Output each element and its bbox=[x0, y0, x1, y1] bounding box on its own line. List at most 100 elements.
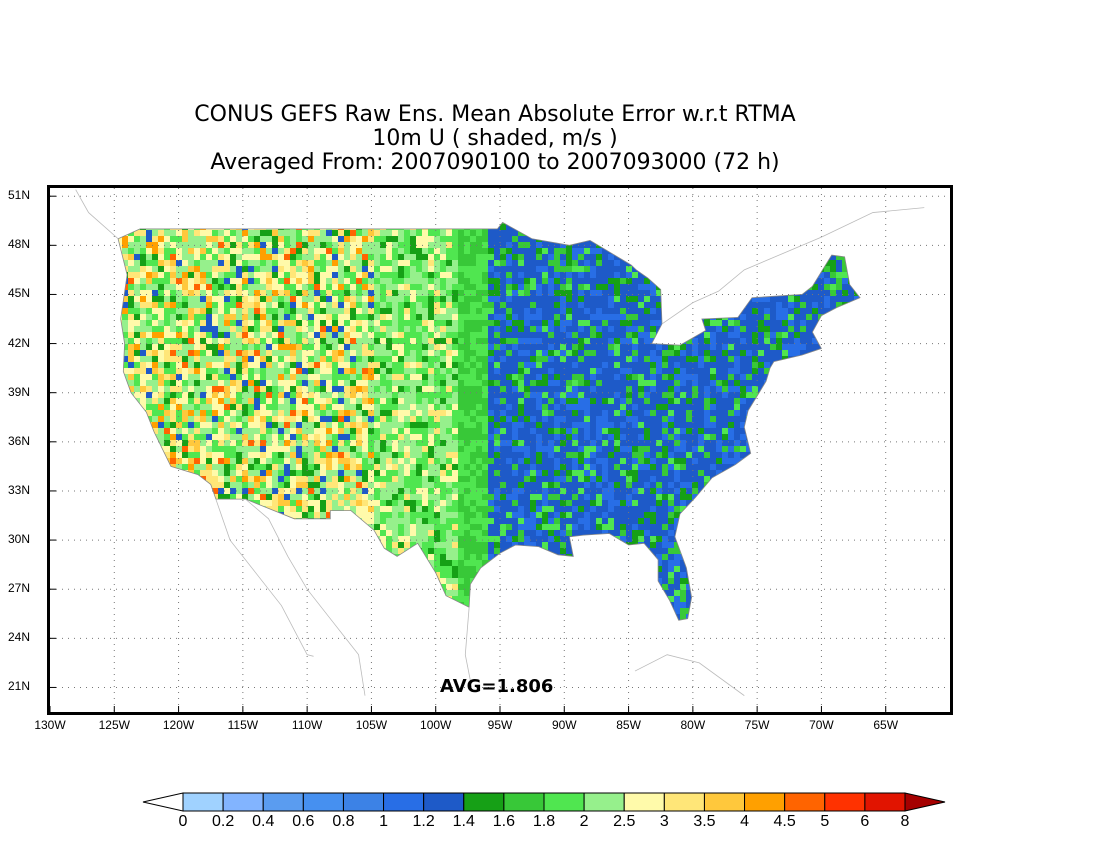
field-cell bbox=[266, 188, 272, 194]
field-cell bbox=[308, 254, 314, 260]
field-cell bbox=[380, 686, 386, 692]
field-cell bbox=[122, 620, 128, 621]
field-cell bbox=[278, 398, 284, 404]
field-cell bbox=[110, 590, 116, 596]
field-cell bbox=[254, 602, 260, 608]
field-cell bbox=[164, 302, 170, 308]
field-cell bbox=[278, 662, 284, 668]
field-cell bbox=[128, 500, 134, 506]
field-cell bbox=[206, 686, 212, 692]
field-cell bbox=[374, 326, 380, 332]
field-cell bbox=[374, 296, 380, 302]
field-cell bbox=[290, 698, 296, 704]
field-cell bbox=[188, 668, 194, 674]
field-cell bbox=[356, 374, 362, 380]
field-cell bbox=[290, 470, 296, 476]
field-cell bbox=[218, 440, 224, 446]
field-cell bbox=[146, 452, 152, 458]
field-cell bbox=[380, 668, 386, 674]
field-cell bbox=[266, 662, 272, 668]
field-cell bbox=[164, 188, 170, 194]
field-cell bbox=[248, 686, 254, 692]
field-cell bbox=[164, 662, 170, 668]
field-cell bbox=[350, 452, 356, 458]
field-cell bbox=[362, 698, 368, 704]
field-cell bbox=[110, 254, 116, 260]
field-cell bbox=[146, 326, 152, 332]
field-cell bbox=[68, 206, 74, 212]
field-cell bbox=[152, 710, 158, 716]
field-cell bbox=[56, 314, 62, 320]
field-cell bbox=[290, 458, 296, 464]
field-cell bbox=[194, 314, 200, 320]
field-cell bbox=[362, 332, 368, 338]
field-cell bbox=[104, 356, 110, 362]
field-cell bbox=[344, 680, 350, 686]
field-cell bbox=[326, 386, 332, 392]
field-cell bbox=[152, 332, 158, 338]
field-cell bbox=[62, 422, 68, 428]
field-cell bbox=[272, 698, 278, 704]
field-cell bbox=[164, 674, 170, 680]
field-cell bbox=[212, 446, 218, 452]
field-cell bbox=[158, 620, 164, 621]
field-cell bbox=[104, 302, 110, 308]
field-cell bbox=[314, 206, 320, 212]
field-cell bbox=[176, 326, 182, 332]
field-cell bbox=[188, 620, 194, 621]
field-cell bbox=[308, 440, 314, 446]
field-cell bbox=[356, 248, 362, 254]
field-cell bbox=[164, 386, 170, 392]
field-cell bbox=[248, 278, 254, 284]
field-cell bbox=[218, 392, 224, 398]
field-cell bbox=[122, 464, 128, 470]
field-cell bbox=[86, 470, 92, 476]
field-cell bbox=[380, 392, 386, 398]
field-cell bbox=[230, 524, 236, 530]
field-cell bbox=[278, 548, 284, 554]
field-cell bbox=[62, 290, 68, 296]
field-cell bbox=[98, 680, 104, 686]
field-cell bbox=[296, 200, 302, 206]
field-cell bbox=[128, 434, 134, 440]
field-cell bbox=[170, 236, 176, 242]
field-cell bbox=[182, 362, 188, 368]
field-cell bbox=[374, 332, 380, 338]
field-cell bbox=[368, 422, 374, 428]
field-cell bbox=[152, 326, 158, 332]
field-cell bbox=[164, 422, 170, 428]
field-cell bbox=[212, 314, 218, 320]
field-cell bbox=[104, 578, 110, 584]
field-cell bbox=[176, 314, 182, 320]
field-cell bbox=[224, 428, 230, 434]
field-cell bbox=[272, 278, 278, 284]
field-cell bbox=[284, 626, 290, 632]
field-cell bbox=[182, 398, 188, 404]
field-cell bbox=[266, 428, 272, 434]
field-cell bbox=[50, 530, 56, 536]
field-cell bbox=[326, 446, 332, 452]
field-cell bbox=[308, 506, 314, 512]
field-cell bbox=[62, 332, 68, 338]
field-cell bbox=[98, 374, 104, 380]
field-cell bbox=[182, 272, 188, 278]
field-cell bbox=[248, 638, 254, 644]
field-cell bbox=[194, 222, 200, 224]
field-cell bbox=[56, 236, 62, 242]
field-cell bbox=[332, 332, 338, 338]
field-cell bbox=[118, 302, 122, 308]
field-cell bbox=[206, 278, 212, 284]
field-cell bbox=[356, 380, 362, 386]
field-cell bbox=[218, 548, 224, 554]
field-cell bbox=[152, 416, 158, 422]
field-cell bbox=[272, 554, 278, 560]
field-cell bbox=[362, 434, 368, 440]
field-cell bbox=[62, 440, 68, 446]
field-cell bbox=[200, 266, 206, 272]
field-cell bbox=[284, 578, 290, 584]
field-cell bbox=[170, 518, 176, 524]
field-cell bbox=[272, 290, 278, 296]
field-cell bbox=[110, 212, 116, 218]
field-cell bbox=[194, 428, 200, 434]
field-cell bbox=[128, 224, 134, 230]
